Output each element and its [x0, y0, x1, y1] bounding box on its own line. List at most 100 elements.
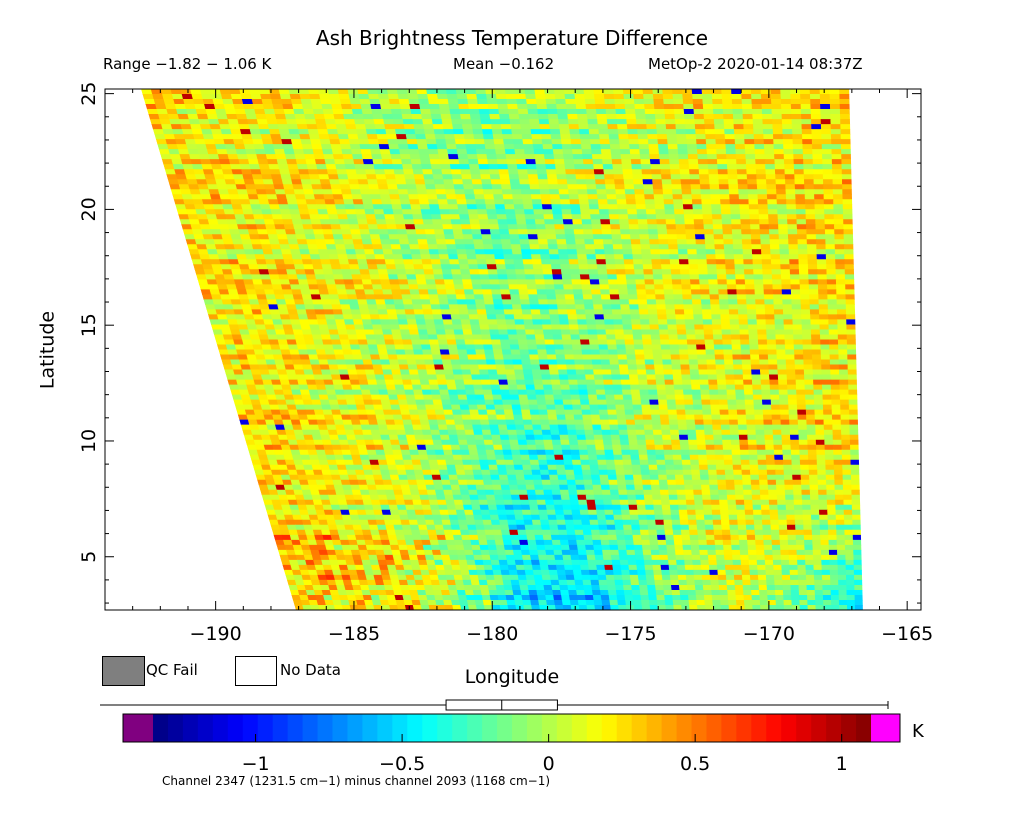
- swath-cell: [232, 174, 245, 180]
- swath-cell: [515, 214, 527, 220]
- swath-cell: [435, 189, 447, 195]
- swath-cell: [583, 234, 595, 240]
- swath-cell: [609, 294, 621, 300]
- swath-cell: [405, 314, 417, 320]
- swath-cell: [481, 429, 492, 436]
- swath-cell: [325, 164, 337, 170]
- swath-cell: [234, 144, 246, 150]
- swath-cell: [638, 379, 649, 386]
- swath-cell: [383, 164, 395, 170]
- swath-cell: [424, 229, 436, 235]
- swath-cell: [693, 214, 704, 220]
- swath-cell: [629, 149, 641, 155]
- swath-cell: [217, 254, 229, 260]
- swath-cell: [797, 249, 808, 255]
- swath-cell: [563, 224, 575, 230]
- swath-cell: [242, 174, 254, 180]
- swath-cell: [748, 334, 759, 341]
- swath-cell: [260, 374, 272, 381]
- page-title: Ash Brightness Temperature Difference: [315, 26, 709, 50]
- swath-cell: [588, 129, 600, 135]
- swath-cell: [267, 234, 279, 240]
- swath-cell: [595, 389, 606, 396]
- swath-cell: [714, 124, 725, 130]
- swath-cell: [313, 269, 325, 275]
- swath-cell: [634, 274, 645, 280]
- swath-cell: [663, 289, 674, 295]
- swath-cell: [456, 429, 467, 436]
- swath-cell: [363, 204, 375, 210]
- swath-cell: [733, 119, 744, 125]
- swath-cell: [609, 424, 620, 431]
- swath-cell: [220, 264, 232, 270]
- swath-cell: [388, 274, 399, 280]
- swath-cell: [187, 149, 200, 155]
- swath-cell: [618, 289, 629, 295]
- swath-cell: [699, 379, 710, 386]
- swath-cell: [172, 129, 184, 135]
- swath-cell: [600, 219, 611, 225]
- swath-cell: [721, 94, 733, 100]
- swath-cell: [628, 219, 639, 225]
- swath-cell: [574, 359, 585, 366]
- swath-cell: [822, 169, 833, 175]
- swath-cell: [693, 314, 704, 320]
- swath-cell: [491, 129, 503, 135]
- swath-cell: [701, 309, 712, 315]
- swath-cell: [798, 254, 809, 260]
- swath-cell: [825, 249, 836, 255]
- swath-cell: [410, 334, 421, 341]
- swath-cell: [792, 314, 802, 320]
- swath-cell: [608, 349, 619, 356]
- swath-cell: [308, 209, 320, 215]
- swath-cell: [818, 304, 829, 310]
- swath-cell: [219, 324, 231, 331]
- swath-cell: [292, 424, 303, 431]
- swath-cell: [844, 249, 855, 255]
- swath-cell: [495, 89, 507, 95]
- swath-cell: [387, 229, 399, 235]
- swath-cell: [225, 109, 237, 115]
- swath-cell: [355, 169, 367, 175]
- swath-cell: [298, 129, 310, 135]
- swath-cell: [348, 139, 361, 145]
- swath-cell: [580, 279, 591, 285]
- swath-cell: [418, 244, 430, 250]
- swath-cell: [760, 234, 771, 240]
- swath-cell: [447, 389, 459, 396]
- swath-cell: [400, 289, 412, 295]
- swath-cell: [525, 219, 537, 225]
- swath-cell: [209, 124, 222, 130]
- swath-cell: [538, 179, 549, 185]
- swath-cell: [425, 279, 437, 285]
- swath-cell: [444, 134, 456, 140]
- swath-cell: [568, 194, 580, 200]
- swath-cell: [319, 254, 331, 260]
- swath-cell: [735, 394, 746, 401]
- swath-cell: [325, 204, 337, 210]
- swath-cell: [352, 279, 364, 285]
- swath-cell: [497, 424, 508, 431]
- swath-cell: [706, 259, 717, 265]
- swath-cell: [706, 144, 717, 150]
- swath-cell: [682, 294, 693, 300]
- swath-cell: [734, 374, 744, 381]
- swath-cell: [647, 134, 659, 140]
- swath-cell: [260, 404, 272, 411]
- swath-cell: [527, 169, 538, 175]
- swath-cell: [462, 279, 473, 285]
- swath-cell: [674, 394, 685, 401]
- swath-cell: [249, 89, 261, 95]
- swath-cell: [477, 159, 489, 165]
- swath-cell: [388, 144, 400, 150]
- swath-cell: [436, 244, 448, 250]
- swath-cell: [766, 189, 777, 195]
- swath-cell: [520, 124, 532, 130]
- swath-cell: [707, 374, 718, 381]
- swath-cell: [483, 134, 495, 140]
- swath-cell: [524, 269, 535, 275]
- swath-cell: [476, 94, 488, 100]
- swath-cell: [422, 394, 434, 401]
- swath-cell: [412, 214, 424, 220]
- swath-cell: [158, 149, 171, 155]
